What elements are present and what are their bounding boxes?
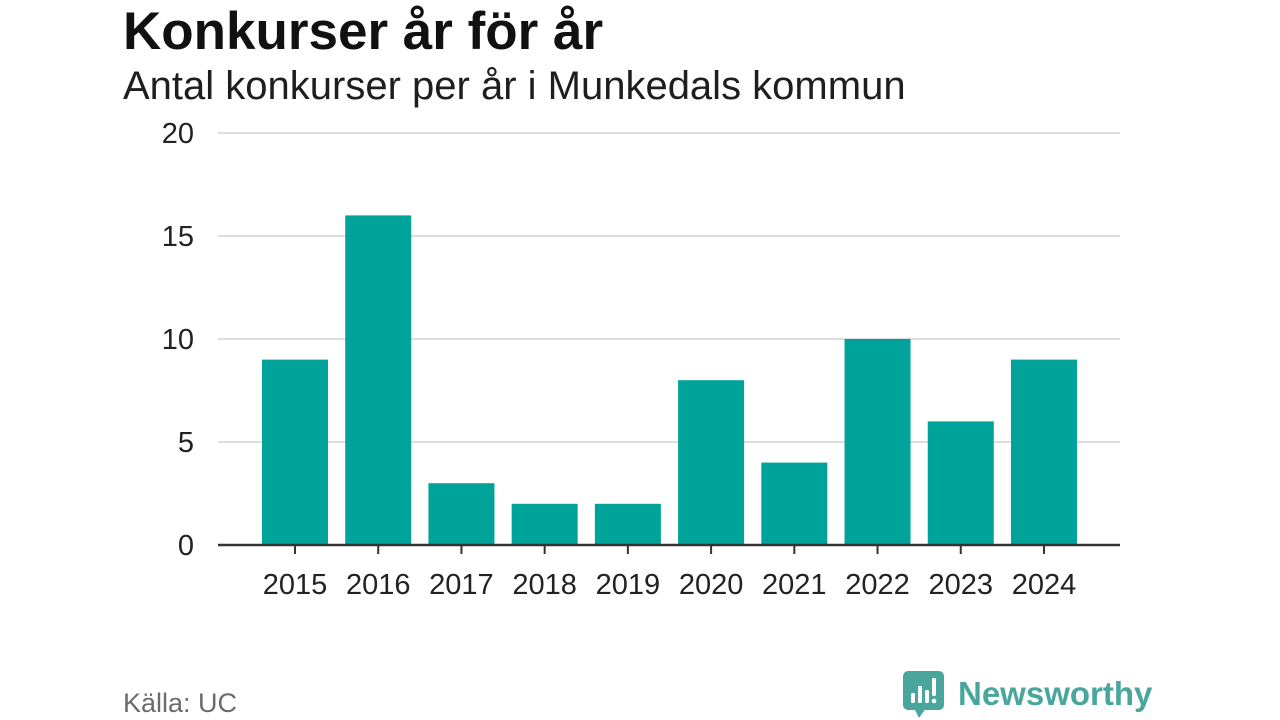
- bar-2020: [678, 380, 745, 545]
- y-tick-label: 10: [162, 324, 194, 356]
- newsworthy-logo-icon: [903, 671, 944, 719]
- x-tick-label: 2018: [512, 569, 577, 601]
- x-tick-label: 2021: [762, 569, 827, 601]
- bar-2018: [511, 503, 578, 545]
- chart-subtitle: Antal konkurser per år i Munkedals kommu…: [123, 64, 906, 108]
- y-tick-label: 5: [178, 427, 194, 459]
- x-tick-label: 2016: [346, 569, 411, 601]
- bar-2022: [844, 339, 911, 545]
- x-tick-label: 2024: [1012, 569, 1077, 601]
- x-tick-label: 2019: [596, 569, 661, 601]
- bar-2024: [1010, 359, 1077, 545]
- source-note: Källa: UC: [123, 688, 238, 718]
- logo-wordmark: Newsworthy: [958, 675, 1153, 712]
- x-tick-label: 2017: [429, 569, 494, 601]
- bar-2016: [345, 215, 412, 545]
- y-tick-label: 20: [162, 118, 194, 150]
- bar-2017: [428, 483, 495, 545]
- x-tick-label: 2015: [263, 569, 328, 601]
- x-tick-label: 2023: [929, 569, 994, 601]
- bar-2021: [761, 462, 828, 545]
- bar-2019: [594, 503, 661, 545]
- x-tick-label: 2022: [845, 569, 910, 601]
- y-tick-label: 15: [162, 221, 194, 253]
- bar-2015: [262, 359, 328, 545]
- newsworthy-logo: Newsworthy: [903, 671, 1163, 719]
- bar-2023: [927, 421, 994, 545]
- x-tick-label: 2020: [679, 569, 744, 601]
- chart-title: Konkurser år för år: [123, 2, 604, 61]
- y-tick-label: 0: [178, 530, 194, 562]
